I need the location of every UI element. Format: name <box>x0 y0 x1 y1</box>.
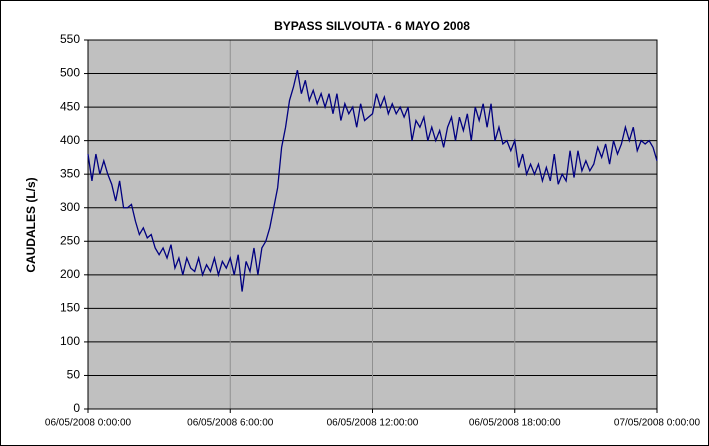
x-tick-label: 06/05/2008 18:00:00 <box>469 418 561 429</box>
x-tick-label: 07/05/2008 0:00:00 <box>614 418 701 429</box>
x-tick-label: 06/05/2008 12:00:00 <box>327 418 419 429</box>
x-tick-label: 06/05/2008 0:00:00 <box>45 418 132 429</box>
y-tick-label: 0 <box>73 401 80 415</box>
y-tick-label: 200 <box>60 267 80 281</box>
y-tick-label: 150 <box>60 301 80 315</box>
data-line <box>87 70 658 292</box>
y-tick-label: 50 <box>67 368 81 382</box>
y-tick-label: 350 <box>60 166 80 180</box>
chart-title: BYPASS SILVOUTA - 6 MAYO 2008 <box>274 19 470 33</box>
y-tick-label: 450 <box>60 99 80 113</box>
y-axis-label: CAUDALES (L/s) <box>24 177 38 272</box>
y-tick-label: 550 <box>60 32 80 46</box>
x-tick-label: 06/05/2008 6:00:00 <box>187 418 274 429</box>
y-tick-label: 100 <box>60 334 80 348</box>
y-tick-label: 300 <box>60 200 80 214</box>
y-tick-label: 400 <box>60 133 80 147</box>
y-tick-label: 500 <box>60 66 80 80</box>
y-tick-label: 250 <box>60 233 80 247</box>
plot-border <box>87 39 658 410</box>
